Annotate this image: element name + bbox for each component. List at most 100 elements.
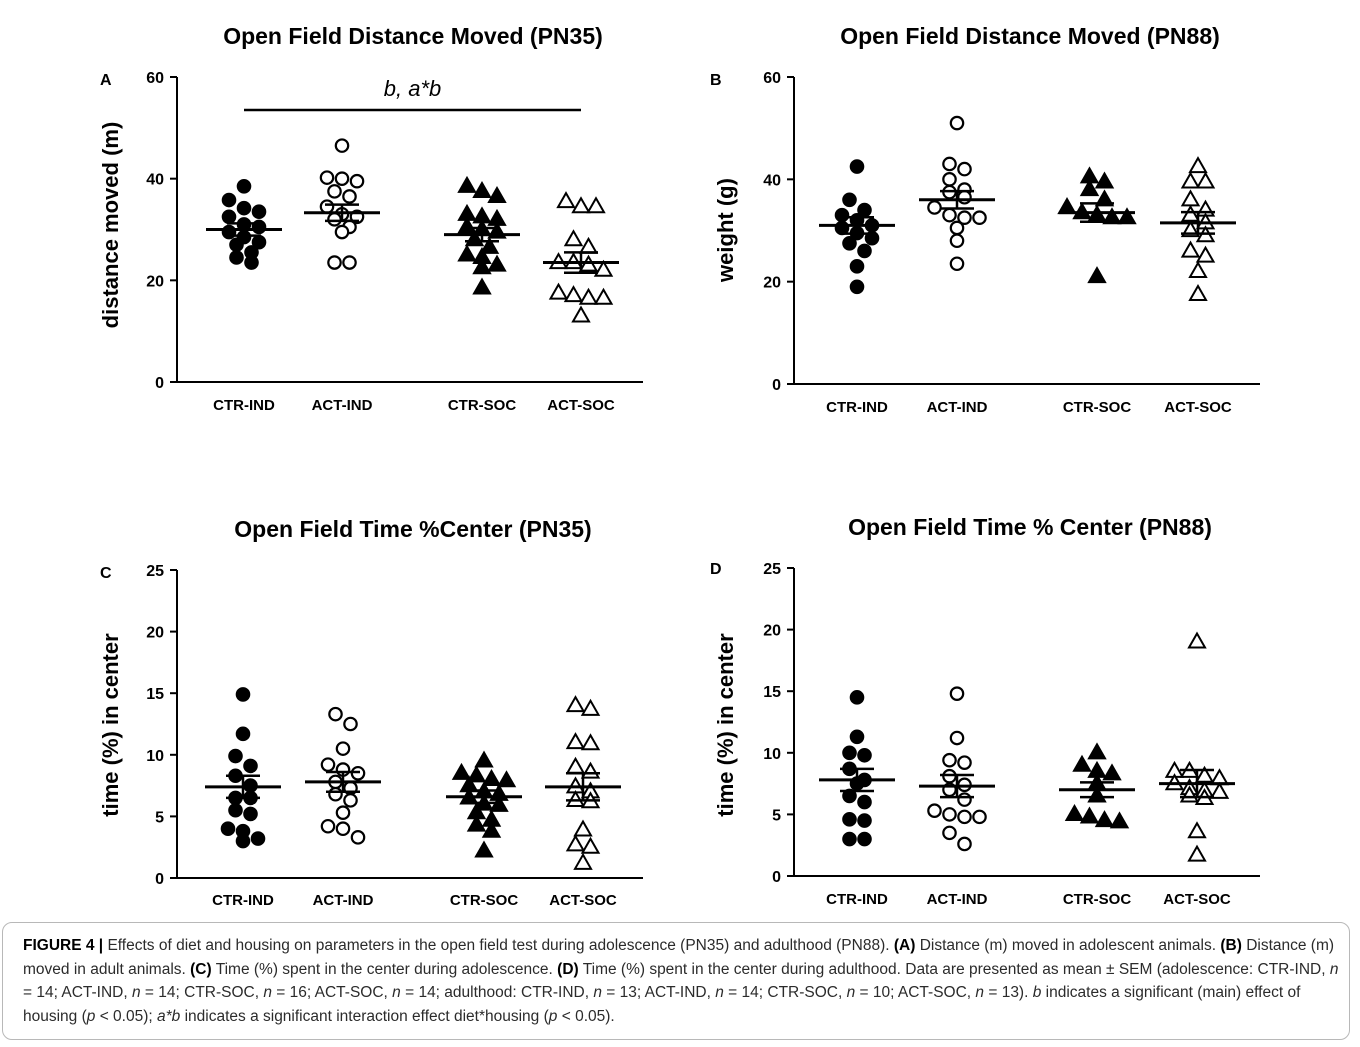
- data-point-act-ind: [972, 210, 987, 226]
- caption-body: Effects of diet and housing on parameter…: [23, 937, 1338, 1025]
- data-point-ctr-ind: [857, 747, 872, 763]
- data-point-act-ind: [949, 256, 965, 272]
- data-point-act-soc: [556, 191, 576, 209]
- data-point-ctr-ind: [243, 758, 258, 774]
- data-point-act-ind: [320, 818, 336, 834]
- data-point-ctr-ind: [857, 831, 872, 847]
- data-point-act-soc: [565, 732, 586, 750]
- data-point-act-soc: [1187, 631, 1207, 649]
- data-point-act-ind: [949, 686, 965, 701]
- data-point-ctr-ind: [842, 192, 857, 208]
- data-point-ctr-soc: [481, 769, 502, 787]
- caption-fragment: = 16; ACT-SOC,: [271, 984, 393, 1001]
- x-tick-label: CTR-SOC: [1063, 399, 1131, 416]
- caption-fragment: n: [846, 984, 856, 1001]
- data-point-act-ind: [942, 752, 957, 768]
- caption-fragment: Time (%) spent in the center during adul…: [578, 960, 1330, 978]
- caption-fragment: p: [548, 1007, 558, 1025]
- caption-fragment: = 14; ACT-IND,: [23, 984, 132, 1001]
- data-point-act-soc: [563, 285, 584, 303]
- data-point-ctr-ind: [235, 833, 251, 849]
- chart-panel-a: Open Field Distance Moved (PN35) Adistanc…: [98, 23, 643, 414]
- caption-fragment: = 10; ACT-SOC,: [855, 984, 976, 1001]
- panel-letter: D: [710, 561, 722, 578]
- data-point-ctr-soc: [451, 762, 472, 780]
- data-point-ctr-ind: [857, 813, 872, 828]
- x-tick-label: CTR-IND: [212, 892, 274, 909]
- data-point-ctr-soc: [1064, 803, 1085, 821]
- y-axis-label: time (%) in center: [713, 633, 738, 817]
- data-point-act-soc: [1180, 240, 1201, 258]
- caption-fragment: = 14; CTR-SOC,: [723, 984, 847, 1001]
- data-point-act-ind: [328, 706, 343, 722]
- data-point-ctr-soc: [466, 814, 487, 832]
- figure-caption: FIGURE 4 | Effects of diet and housing o…: [2, 922, 1350, 1040]
- data-point-ctr-soc: [481, 820, 502, 838]
- data-point-ctr-ind: [849, 279, 865, 295]
- data-point-ctr-ind: [857, 794, 872, 810]
- data-point-act-soc: [573, 819, 593, 837]
- y-tick-label: 0: [772, 869, 781, 886]
- data-point-act-ind: [343, 716, 358, 732]
- data-point-ctr-ind: [221, 209, 237, 225]
- data-point-act-ind: [319, 170, 335, 185]
- data-point-act-soc: [578, 287, 599, 305]
- caption-fragment: n: [263, 984, 272, 1001]
- data-point-act-soc: [580, 761, 601, 779]
- caption-fragment: n: [715, 984, 724, 1001]
- y-tick-label: 20: [146, 273, 164, 290]
- caption-fragment: Effects of diet and housing on parameter…: [103, 937, 894, 954]
- data-point-act-soc: [1187, 821, 1207, 839]
- x-tick-label: ACT-IND: [927, 399, 988, 416]
- data-point-act-ind: [942, 156, 957, 172]
- data-point-act-ind: [335, 741, 351, 756]
- chart-title: Open Field Time % Center (PN88): [848, 514, 1212, 540]
- panel-letter: C: [100, 565, 112, 582]
- data-point-ctr-soc: [472, 180, 492, 198]
- x-tick-label: CTR-SOC: [448, 397, 516, 414]
- data-point-act-soc: [586, 196, 606, 214]
- data-point-ctr-ind: [244, 255, 259, 270]
- data-point-act-ind: [927, 200, 942, 215]
- data-point-act-ind: [942, 807, 957, 822]
- data-point-ctr-soc: [472, 277, 492, 295]
- data-point-ctr-soc: [1094, 810, 1115, 828]
- data-point-act-ind: [327, 255, 342, 270]
- data-point-ctr-soc: [457, 244, 477, 262]
- data-point-ctr-soc: [1109, 811, 1130, 829]
- data-point-act-ind: [319, 199, 335, 214]
- data-point-act-ind: [949, 115, 965, 131]
- y-axis-label: weight (g): [713, 178, 738, 283]
- data-point-act-ind: [343, 793, 358, 808]
- y-tick-label: 15: [763, 684, 781, 701]
- data-point-ctr-ind: [228, 802, 243, 818]
- data-point-ctr-soc: [1087, 742, 1107, 760]
- data-point-act-ind: [335, 805, 351, 821]
- y-tick-label: 5: [155, 809, 164, 826]
- data-point-act-ind: [942, 207, 957, 223]
- caption-text: FIGURE 4 | Effects of diet and housing o…: [23, 934, 1339, 1028]
- data-point-act-soc: [593, 259, 614, 277]
- caption-fragment: < 0.05).: [557, 1007, 615, 1025]
- data-point-ctr-ind: [834, 207, 850, 223]
- data-point-act-soc: [1209, 781, 1230, 799]
- data-point-ctr-ind: [221, 192, 237, 208]
- data-point-ctr-soc: [1094, 171, 1115, 189]
- caption-fragment: p: [86, 1007, 96, 1025]
- x-tick-label: ACT-SOC: [547, 397, 615, 414]
- data-point-act-soc: [1187, 844, 1207, 862]
- data-point-ctr-ind: [834, 220, 850, 236]
- y-tick-label: 60: [763, 70, 781, 87]
- data-point-ctr-ind: [243, 806, 258, 822]
- data-point-act-soc: [548, 282, 569, 300]
- data-point-act-soc: [580, 698, 601, 716]
- caption-fragment: n: [1329, 960, 1339, 978]
- chart-title: Open Field Distance Moved (PN35): [223, 23, 603, 49]
- data-point-act-ind: [957, 755, 972, 770]
- data-point-ctr-ind: [849, 159, 865, 174]
- data-point-act-soc: [565, 756, 586, 774]
- data-point-ctr-soc: [1079, 179, 1100, 197]
- data-point-ctr-ind: [228, 748, 243, 764]
- chart-title: Open Field Time %Center (PN35): [234, 516, 591, 542]
